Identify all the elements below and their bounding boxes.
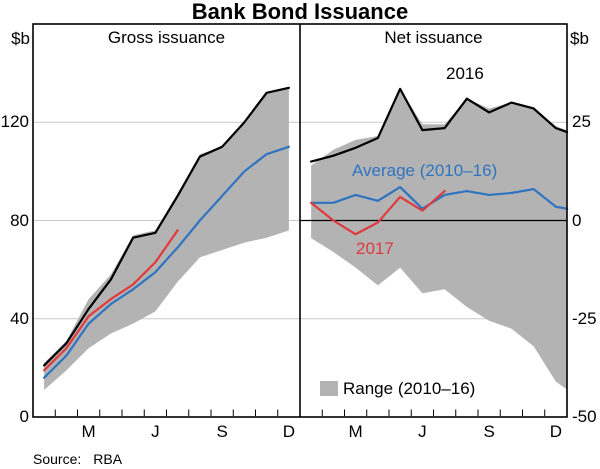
source-value: RBA: [93, 451, 123, 467]
y-tick-label-right--25: -25: [572, 308, 597, 328]
x-tick-label-left-d: D: [282, 422, 296, 441]
panel-title-net-issuance: Net issuance: [384, 28, 483, 47]
line-2017-right: [310, 189, 446, 236]
line-2016-right: [310, 87, 569, 163]
x-tick-label-right-s: S: [483, 422, 495, 441]
range-legend-swatch: [320, 381, 338, 396]
range-band-left: [44, 87, 289, 390]
x-tick-label-left-m: M: [81, 422, 96, 441]
x-tick-label-right-d: D: [549, 422, 563, 441]
y-tick-label-left-120: 120: [0, 112, 29, 132]
chart-title: Bank Bond Issuance: [191, 0, 409, 24]
x-tick-label-left-s: S: [216, 422, 228, 441]
annotation-2016-label: 2016: [446, 64, 484, 83]
line-2016-left: [43, 86, 290, 367]
x-tick-label-right-m: M: [348, 422, 363, 441]
y-tick-label-left-40: 40: [10, 308, 29, 328]
annotation-average-label: Average (2010–16): [352, 161, 498, 180]
y-tick-label-right-0: 0: [572, 210, 582, 230]
annotation-2017-label: 2017: [356, 239, 394, 258]
y-tick-label-left-0: 0: [19, 407, 29, 426]
range-legend-label: Range (2010–16): [343, 379, 476, 398]
x-tick-label-left-j: J: [151, 422, 160, 441]
y-tick-label-right--50: -50: [572, 407, 597, 426]
x-tick-label-right-j: J: [418, 422, 427, 441]
panel-title-gross-issuance: Gross issuance: [107, 28, 226, 47]
line-average-2010-16-right: [310, 185, 569, 210]
y-tick-label-right-25: 25: [572, 112, 591, 132]
y-tick-label-left-80: 80: [10, 210, 29, 230]
range-band-right: [311, 88, 567, 390]
line-average-2010-16-left: [43, 145, 290, 379]
y-axis-unit-left: $b: [11, 29, 30, 48]
source-note: Source: RBA: [33, 451, 122, 467]
line-2017-left: [43, 229, 179, 372]
source-label: Source:: [33, 451, 82, 467]
y-axis-unit-right: $b: [570, 29, 589, 48]
